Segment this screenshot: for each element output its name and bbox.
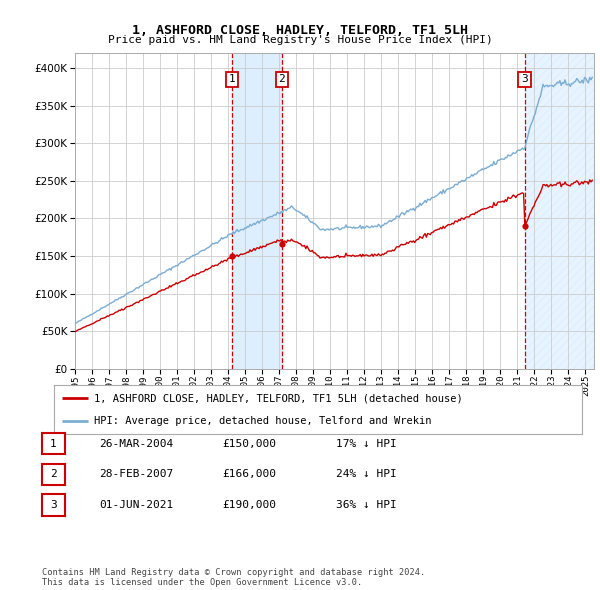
Text: Contains HM Land Registry data © Crown copyright and database right 2024.
This d: Contains HM Land Registry data © Crown c… bbox=[42, 568, 425, 587]
Text: 1, ASHFORD CLOSE, HADLEY, TELFORD, TF1 5LH (detached house): 1, ASHFORD CLOSE, HADLEY, TELFORD, TF1 5… bbox=[94, 394, 463, 404]
Text: 1: 1 bbox=[50, 439, 57, 448]
Text: 1: 1 bbox=[229, 74, 235, 84]
Text: 2: 2 bbox=[278, 74, 285, 84]
Text: HPI: Average price, detached house, Telford and Wrekin: HPI: Average price, detached house, Telf… bbox=[94, 415, 431, 425]
Text: 36% ↓ HPI: 36% ↓ HPI bbox=[336, 500, 397, 510]
Text: £190,000: £190,000 bbox=[222, 500, 276, 510]
Text: Price paid vs. HM Land Registry's House Price Index (HPI): Price paid vs. HM Land Registry's House … bbox=[107, 35, 493, 45]
Text: £150,000: £150,000 bbox=[222, 439, 276, 448]
Text: 26-MAR-2004: 26-MAR-2004 bbox=[99, 439, 173, 448]
Text: 1, ASHFORD CLOSE, HADLEY, TELFORD, TF1 5LH: 1, ASHFORD CLOSE, HADLEY, TELFORD, TF1 5… bbox=[132, 24, 468, 37]
Text: £166,000: £166,000 bbox=[222, 470, 276, 479]
Text: 3: 3 bbox=[521, 74, 528, 84]
Text: 24% ↓ HPI: 24% ↓ HPI bbox=[336, 470, 397, 479]
Text: 3: 3 bbox=[50, 500, 57, 510]
Text: 17% ↓ HPI: 17% ↓ HPI bbox=[336, 439, 397, 448]
Text: 2: 2 bbox=[50, 470, 57, 479]
Text: 01-JUN-2021: 01-JUN-2021 bbox=[99, 500, 173, 510]
Bar bbox=[524, 53, 594, 369]
Text: 28-FEB-2007: 28-FEB-2007 bbox=[99, 470, 173, 479]
Bar bbox=[232, 53, 282, 369]
